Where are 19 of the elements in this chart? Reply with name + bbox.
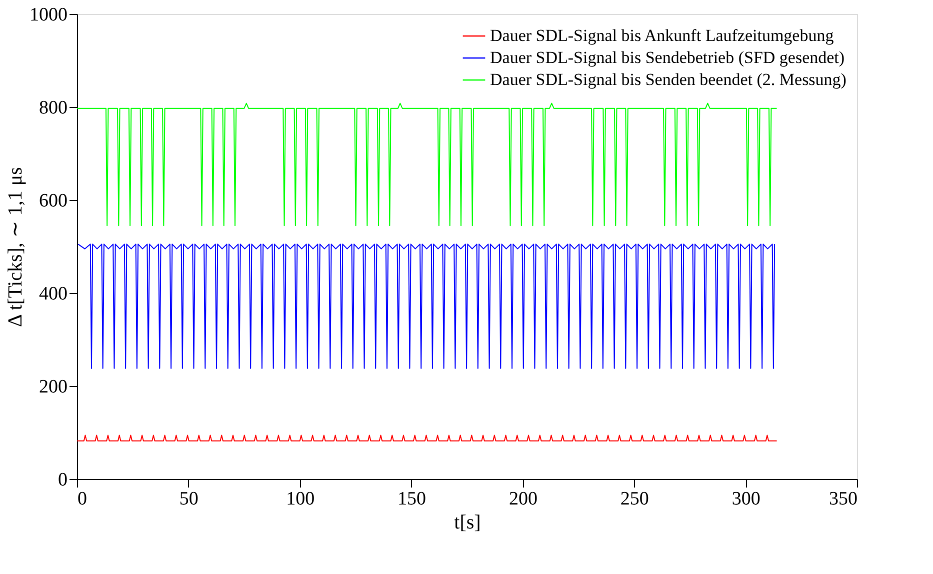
x-tick-label: 250 — [620, 488, 649, 510]
x-tick-label: 200 — [508, 488, 538, 510]
y-axis-title: Δ t[Ticks], ∼ 1,1 μs — [4, 166, 26, 327]
y-tick-label: 800 — [39, 98, 68, 118]
y-tick-label: 1000 — [30, 4, 68, 26]
legend-label: Dauer SDL-Signal bis Ankunft Laufzeitumgebung — [490, 26, 834, 45]
legend-label: Dauer SDL-Signal bis Senden beendet (2. Messung) — [490, 70, 846, 89]
y-tick-label: 600 — [39, 190, 68, 212]
x-tick-label: 150 — [398, 488, 426, 510]
y-tick-label: 200 — [39, 376, 68, 398]
x-tick-label: 300 — [732, 488, 760, 510]
x-tick-label: 0 — [78, 488, 87, 510]
x-tick-label: 100 — [286, 488, 315, 510]
y-tick-label: 400 — [39, 284, 68, 304]
x-tick-label: 350 — [829, 488, 858, 510]
x-tick-label: 50 — [179, 488, 198, 510]
legend-label: Dauer SDL-Signal bis Sendebetrieb (SFD gesendet) — [490, 48, 845, 67]
x-axis-title: t[s] — [454, 512, 481, 534]
y-tick-label: 0 — [58, 470, 68, 490]
